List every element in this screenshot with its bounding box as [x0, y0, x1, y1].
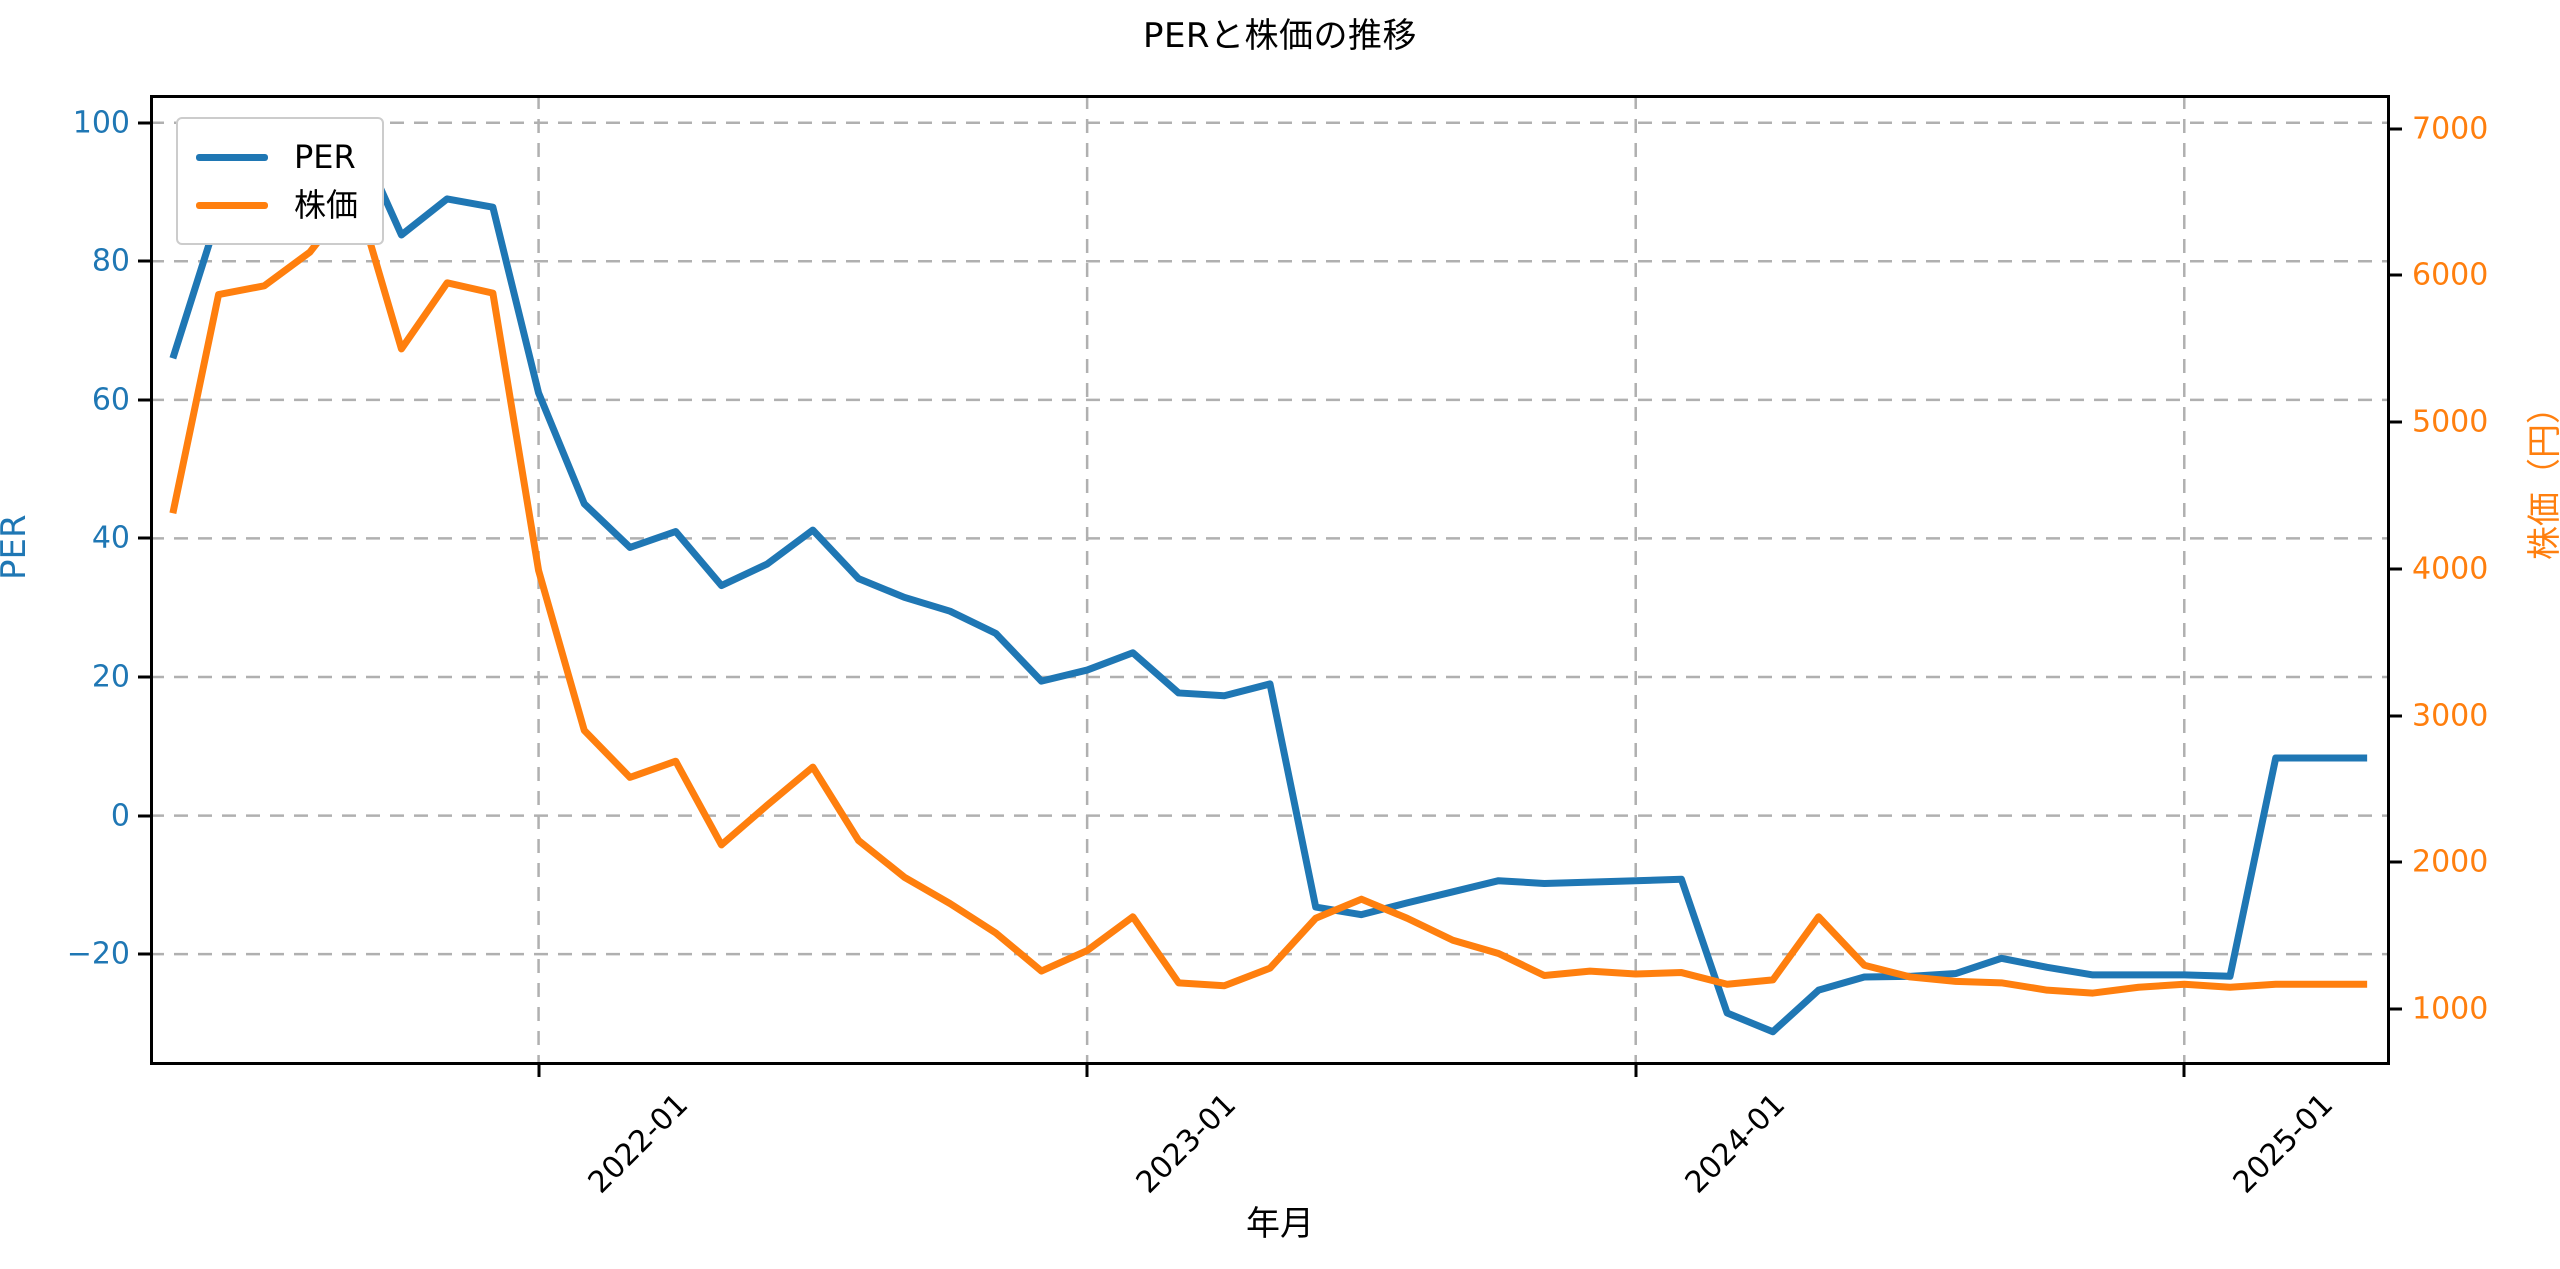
y-axis-left-tickmark	[138, 259, 150, 263]
y-axis-right-tick: 4000	[2412, 551, 2489, 587]
y-axis-right-tickmark	[2390, 860, 2402, 864]
y-axis-left-tickmark	[138, 952, 150, 956]
y-axis-right-tickmark	[2390, 127, 2402, 131]
x-axis-tick-label: 2023-01	[1129, 1087, 1244, 1201]
y-axis-left-tickmark	[138, 536, 150, 540]
x-axis-tick-label: 2022-01	[581, 1087, 695, 1201]
legend-label-per: PER	[294, 138, 356, 176]
y-axis-left-tick: 0	[110, 798, 130, 834]
y-axis-right-tickmark	[2390, 1007, 2402, 1011]
plot-area	[150, 95, 2390, 1065]
y-axis-left-tickmark	[138, 814, 150, 818]
legend-item-per[interactable]: PER	[196, 133, 358, 181]
series-line-株価	[169, 189, 2368, 997]
chart-legend: PER 株価	[176, 117, 385, 245]
plot-frame-border	[150, 95, 2390, 1065]
y-axis-right-tick: 7000	[2412, 111, 2489, 147]
legend-swatch-kabuka	[196, 201, 268, 209]
x-axis-tickmark	[1634, 1065, 1638, 1077]
y-axis-right-tick: 6000	[2412, 257, 2489, 293]
y-axis-left-tickmark	[138, 121, 150, 125]
y-axis-left-tick: 100	[72, 105, 130, 141]
y-axis-left-tick: 80	[91, 243, 130, 279]
legend-swatch-per	[196, 153, 268, 161]
x-axis-tick-label: 2024-01	[1678, 1087, 1792, 1201]
x-axis-label: 年月	[1246, 1204, 1314, 1244]
series-line-PER	[169, 129, 2368, 1036]
y-axis-left-tick: 40	[91, 520, 130, 556]
x-axis-tickmark	[537, 1065, 541, 1077]
y-axis-right-label: 株価（円）	[2525, 390, 2560, 560]
y-axis-right-tickmark	[2390, 273, 2402, 277]
series-lines	[169, 129, 2368, 1036]
y-axis-left-tick: 60	[91, 382, 130, 418]
y-axis-left-tickmark	[138, 398, 150, 402]
y-axis-right-tick: 5000	[2412, 404, 2489, 440]
y-axis-right-tickmark	[2390, 420, 2402, 424]
x-axis-tickmark	[2182, 1065, 2186, 1077]
legend-item-kabuka[interactable]: 株価	[196, 181, 358, 229]
y-axis-right-tickmark	[2390, 714, 2402, 718]
y-axis-right-tickmark	[2390, 567, 2402, 571]
y-axis-right-tick: 1000	[2412, 991, 2489, 1027]
y-axis-left-tick: −20	[66, 936, 130, 972]
y-axis-left-tickmark	[138, 675, 150, 679]
y-axis-left-tick: 20	[91, 659, 130, 695]
x-axis-tickmark	[1085, 1065, 1089, 1077]
y-axis-right-tick: 2000	[2412, 844, 2489, 880]
chart-title: PERと株価の推移	[1142, 16, 1418, 56]
y-axis-right-tick: 3000	[2412, 698, 2489, 734]
legend-label-kabuka: 株価	[294, 186, 359, 224]
x-axis-tick-label: 2025-01	[2226, 1087, 2341, 1201]
